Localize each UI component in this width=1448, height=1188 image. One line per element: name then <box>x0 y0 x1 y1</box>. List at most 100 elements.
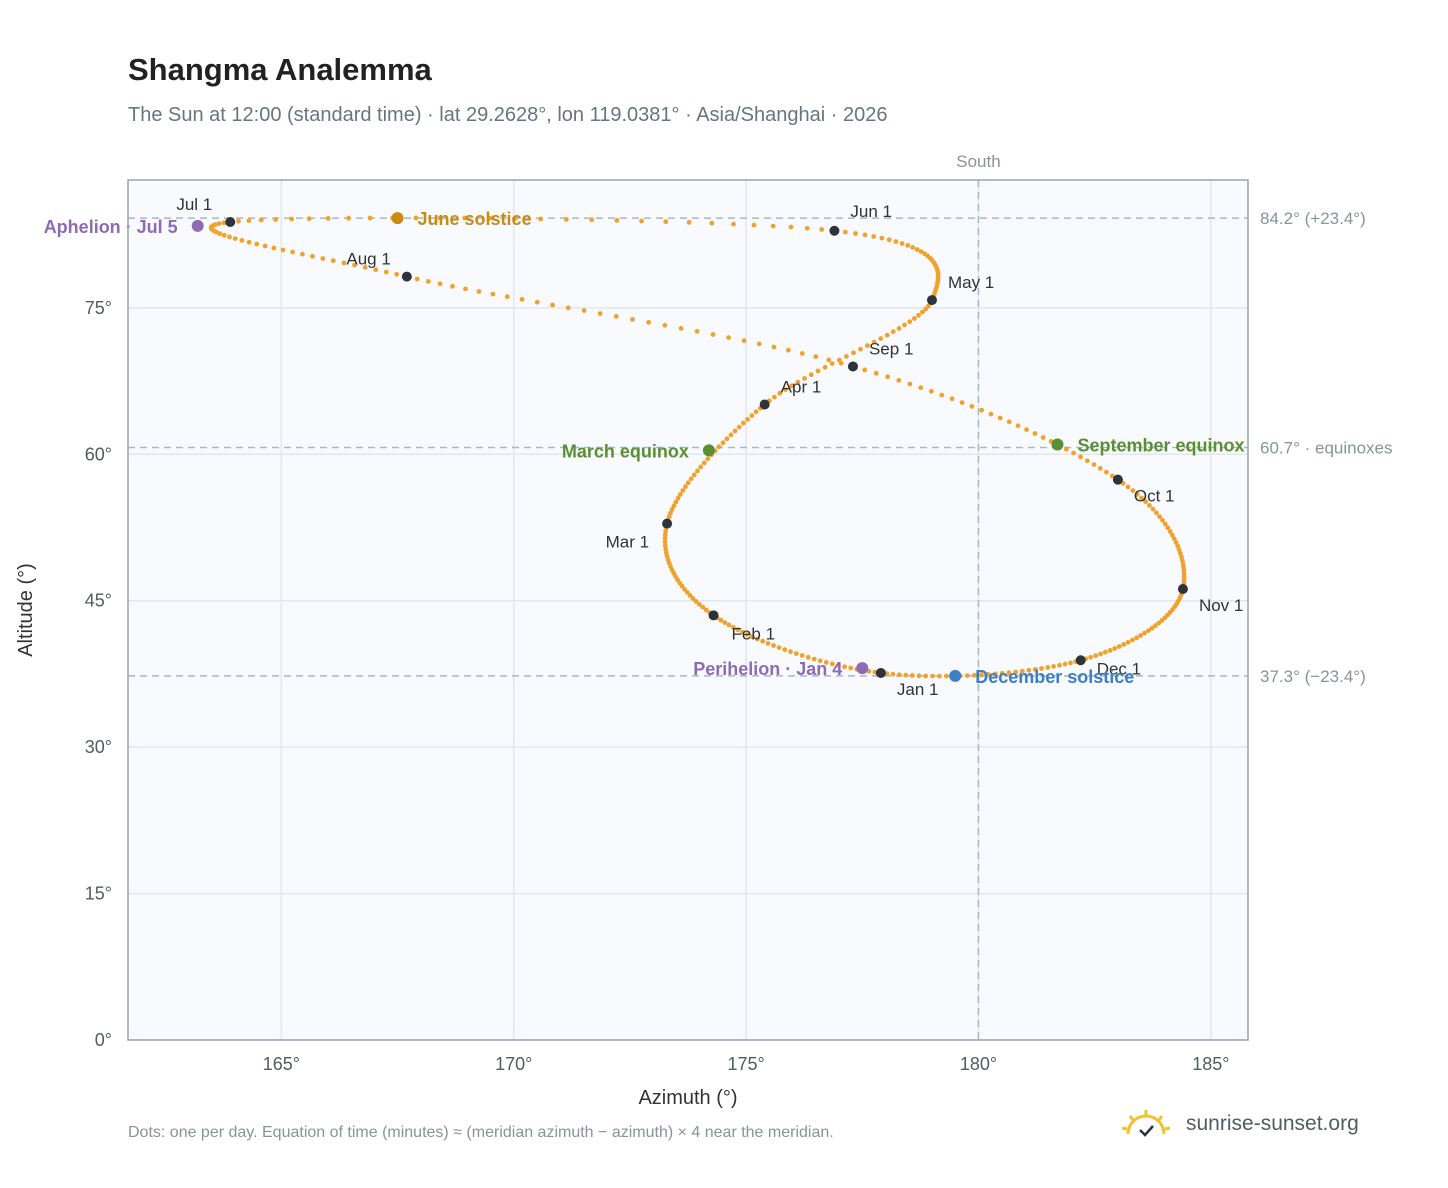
day-dot <box>1015 423 1021 429</box>
event-marker <box>949 669 962 682</box>
day-dot <box>216 221 222 227</box>
day-dot <box>300 251 305 257</box>
day-dot <box>669 507 675 512</box>
day-dot <box>1104 469 1109 475</box>
day-dot <box>890 671 896 677</box>
day-dot <box>383 269 389 275</box>
y-tick-label: 45° <box>85 591 112 611</box>
day-dot <box>782 647 788 653</box>
day-dot <box>1032 667 1038 672</box>
day-dot <box>262 243 268 249</box>
day-dot <box>823 660 829 665</box>
month-label: Jul 1 <box>176 195 212 214</box>
day-dot <box>905 243 911 248</box>
day-dot <box>696 601 702 607</box>
day-dot <box>695 468 700 474</box>
month-label: Dec 1 <box>1097 659 1141 678</box>
month-marker <box>1075 655 1086 666</box>
day-dot <box>320 256 326 261</box>
event-markers: Aphelion · Jul 5 June solstice March equin… <box>44 209 1245 687</box>
day-dot <box>678 326 684 331</box>
day-dot <box>662 532 668 538</box>
day-dot <box>221 220 227 226</box>
day-dot <box>1125 484 1131 490</box>
day-dot <box>1150 506 1156 512</box>
day-dot <box>1071 450 1076 456</box>
day-dot <box>819 227 825 232</box>
day-dot <box>227 234 232 240</box>
day-dot <box>1149 625 1155 631</box>
day-dot <box>1169 532 1175 538</box>
brand-link[interactable]: sunrise-sunset.org <box>1120 1104 1359 1144</box>
day-dot <box>802 376 807 381</box>
reference-line-label: 37.3° (−23.4°) <box>1260 667 1366 686</box>
day-dot <box>414 276 420 282</box>
day-dot <box>788 224 794 230</box>
day-dot <box>730 625 736 630</box>
day-dot <box>920 309 925 315</box>
day-dot <box>662 536 668 541</box>
day-dot <box>1006 670 1012 676</box>
day-dot <box>830 661 835 667</box>
event-marker <box>702 444 715 457</box>
day-dot <box>1006 419 1012 425</box>
day-dot <box>677 492 683 497</box>
day-dot <box>799 653 805 658</box>
day-dot <box>770 223 776 229</box>
day-dot <box>826 357 832 363</box>
day-dot <box>280 247 286 253</box>
month-marker <box>401 271 412 282</box>
month-marker <box>829 225 840 236</box>
day-dot <box>772 394 777 400</box>
day-dot <box>426 279 431 284</box>
day-dot <box>1112 646 1118 651</box>
day-dot <box>760 638 766 644</box>
day-dot <box>902 322 907 328</box>
sun-logo-icon <box>1121 1110 1171 1137</box>
month-marker <box>708 610 719 621</box>
day-dot <box>330 258 336 264</box>
day-dot <box>597 311 603 316</box>
day-dot <box>879 235 885 241</box>
day-dot <box>899 241 905 246</box>
axis-ticks: 165° 170° 175° 180° 185° 0° 15° 30° 45° 60° 75° <box>85 298 1230 1074</box>
day-dot <box>221 232 227 238</box>
day-dot <box>1045 665 1051 670</box>
day-dot <box>290 249 295 255</box>
day-dot <box>771 643 776 648</box>
day-dot <box>1019 668 1025 674</box>
day-dot <box>972 672 977 678</box>
day-dot <box>613 314 619 319</box>
day-dot <box>710 332 716 337</box>
chart-subtitle: The Sun at 12:00 (standard time) · lat 2… <box>128 104 888 126</box>
day-dot <box>668 510 673 516</box>
day-dot <box>999 670 1005 676</box>
month-label: Sep 1 <box>869 339 913 358</box>
day-dot <box>1088 654 1094 660</box>
day-dot <box>362 265 368 270</box>
day-dot <box>1024 427 1029 432</box>
day-dot <box>851 350 856 356</box>
day-dot <box>822 364 828 370</box>
day-dot <box>732 428 738 434</box>
day-dot <box>918 249 924 255</box>
day-dot <box>805 654 811 660</box>
event-label: September equinox <box>1077 436 1244 456</box>
day-dot <box>741 420 746 426</box>
day-dot <box>862 367 868 373</box>
day-dot <box>538 216 544 222</box>
day-dot <box>979 672 984 678</box>
month-label: Jun 1 <box>850 202 892 221</box>
month-label: Oct 1 <box>1134 487 1175 506</box>
y-tick-label: 30° <box>85 737 112 757</box>
month-marker <box>847 361 858 372</box>
chart-title: Shangma Analemma <box>128 52 432 87</box>
day-dot <box>862 232 868 238</box>
y-tick-label: 75° <box>85 298 112 318</box>
day-dot <box>1057 662 1062 668</box>
day-dot <box>907 381 913 387</box>
day-dot <box>786 347 791 353</box>
month-label: Nov 1 <box>1199 596 1243 615</box>
day-dot <box>1039 666 1044 671</box>
event-marker <box>856 662 869 675</box>
